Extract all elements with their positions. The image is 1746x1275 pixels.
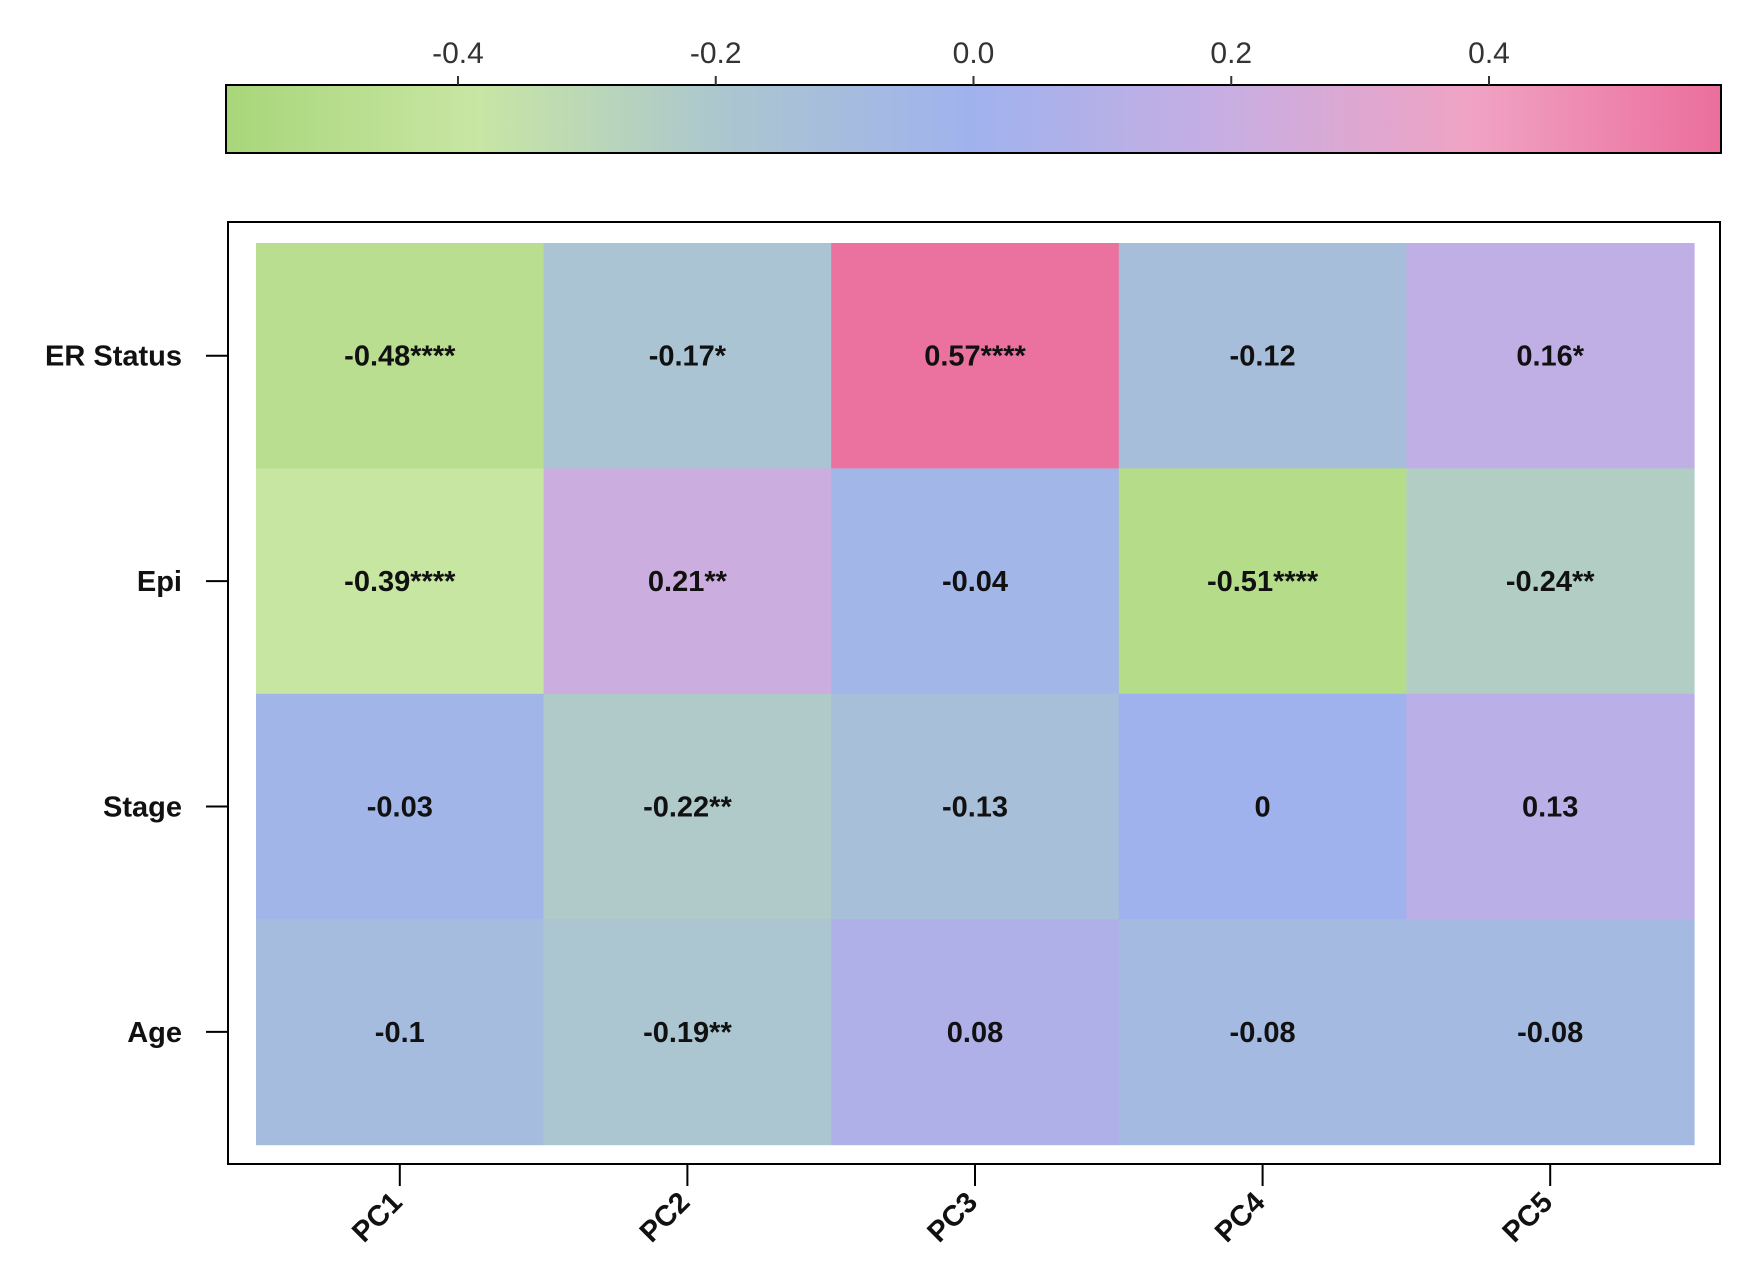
cell-value-label: 0.21** (648, 566, 728, 598)
heatmap-cells: -0.48**** -0.17* 0.57**** -0.12 0.16* -0.39**… (256, 243, 1695, 1146)
row-axis: ER Status Epi Stage Age (45, 341, 228, 1049)
column-label: PC2 (634, 1186, 697, 1249)
cell-value-label: -0.24** (1506, 566, 1595, 598)
colorbar-tick-label: 0.0 (953, 37, 995, 70)
column-axis: PC1 PC2 PC3 PC4 PC5 (346, 1164, 1559, 1249)
heatmap-cell (1406, 243, 1695, 469)
cell-value-label: -0.03 (367, 792, 433, 824)
heatmap-cell (543, 468, 832, 695)
heatmap-cell (543, 693, 832, 920)
cell-value-label: -0.19** (643, 1017, 732, 1049)
heatmap-cell (1118, 243, 1407, 469)
cell-value-label: -0.12 (1230, 341, 1296, 373)
cell-value-label: -0.22** (643, 792, 732, 824)
plot-area: -0.48**** -0.17* 0.57**** -0.12 0.16* -0.39**… (45, 221, 1721, 1249)
heatmap-cell (256, 919, 545, 1146)
cell-value-label: 0.08 (947, 1017, 1003, 1049)
column-label: PC3 (921, 1186, 984, 1249)
row-label: Epi (137, 566, 182, 598)
heatmap-cell (831, 468, 1120, 695)
column-label: PC4 (1209, 1186, 1272, 1249)
cell-value-label: -0.13 (942, 792, 1008, 824)
heatmap-cell (1406, 693, 1695, 920)
colorbar-bar (225, 84, 1722, 154)
cell-value-label: 0.16* (1516, 341, 1584, 373)
heatmap-cell (1118, 919, 1407, 1146)
cell-value-label: -0.17* (649, 341, 727, 373)
heatmap-cell (1118, 468, 1407, 695)
cell-value-label: 0 (1255, 792, 1271, 824)
heatmap-cell (1118, 693, 1407, 920)
cell-value-label: -0.08 (1517, 1017, 1583, 1049)
heatmap-cell (1406, 468, 1695, 695)
heatmap-cell (543, 919, 832, 1146)
colorbar: -0.4 -0.2 0.0 0.2 0.4 (225, 37, 1722, 154)
heatmap-cell (543, 243, 832, 469)
heatmap-cell (256, 243, 545, 469)
cell-value-label: 0.13 (1522, 792, 1578, 824)
cell-value-label: -0.48**** (344, 341, 456, 373)
cell-value-label: 0.57**** (924, 341, 1026, 373)
cell-value-label: -0.1 (375, 1017, 425, 1049)
colorbar-tick-label: -0.4 (432, 37, 484, 70)
cell-value-label: -0.51**** (1207, 566, 1319, 598)
row-label: Age (127, 1017, 182, 1049)
column-label: PC1 (346, 1186, 409, 1249)
cell-value-label: -0.08 (1230, 1017, 1296, 1049)
colorbar-ticks: -0.4 -0.2 0.0 0.2 0.4 (432, 37, 1510, 85)
heatmap-cell (831, 693, 1120, 920)
row-label: ER Status (45, 341, 182, 373)
heatmap-cell (1406, 919, 1695, 1146)
heatmap-cell (831, 243, 1120, 469)
heatmap-cell (256, 468, 545, 695)
column-label: PC5 (1497, 1186, 1560, 1249)
row-label: Stage (103, 792, 182, 824)
heatmap-cell (831, 919, 1120, 1146)
cell-value-label: -0.39**** (344, 566, 456, 598)
colorbar-tick-label: 0.2 (1210, 37, 1252, 70)
colorbar-tick-label: -0.2 (690, 37, 742, 70)
colorbar-tick-label: 0.4 (1468, 37, 1510, 70)
cell-value-label: -0.04 (942, 566, 1008, 598)
heatmap-cell (256, 693, 545, 920)
